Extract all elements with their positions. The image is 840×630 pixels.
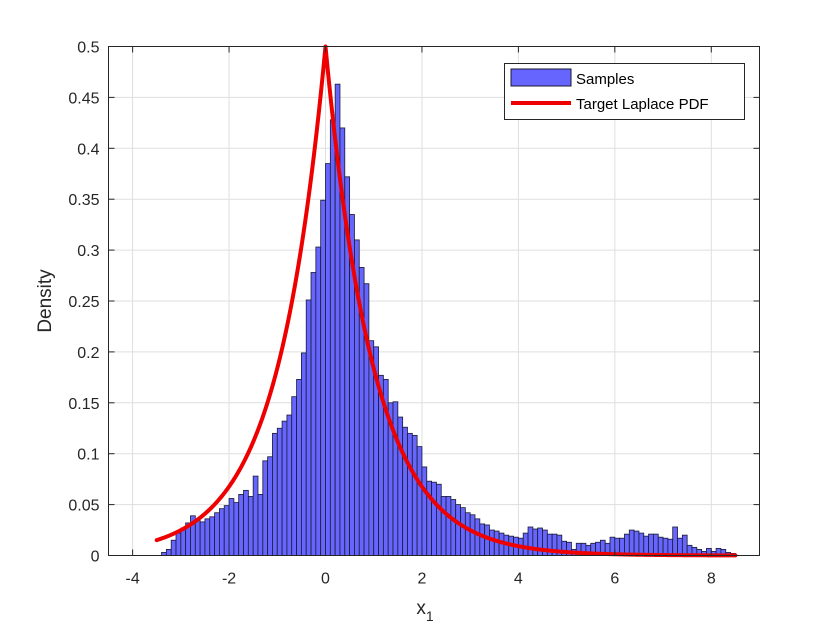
- histogram-bar: [243, 489, 249, 556]
- histogram-bar: [455, 504, 461, 556]
- histogram-bar: [464, 512, 471, 556]
- histogram-bar: [310, 272, 317, 556]
- y-tick-label: 0.05: [68, 498, 99, 515]
- y-tick-label: 0.35: [68, 192, 99, 209]
- y-tick-label: 0.4: [77, 141, 99, 158]
- histogram-bar: [624, 533, 630, 556]
- histogram-bar: [677, 537, 683, 556]
- x-tick-label: 8: [707, 571, 716, 588]
- histogram-bar: [628, 529, 635, 556]
- histogram-bar: [411, 434, 418, 556]
- histogram-bar: [402, 426, 408, 556]
- legend-pdf-label: Target Laplace PDF: [576, 96, 709, 113]
- legend-samples-label: Samples: [576, 71, 634, 88]
- histogram-bar: [272, 432, 278, 556]
- histogram-bar: [667, 538, 674, 556]
- x-tick-labels: -4 -2 0 2 4 6 8: [125, 571, 715, 588]
- x-tick-label: 6: [610, 571, 619, 588]
- histogram-bar: [643, 535, 649, 556]
- legend: Samples Target Laplace PDF: [504, 63, 745, 120]
- axis-ticks: [108, 46, 760, 556]
- x-tick-label: -2: [222, 571, 236, 588]
- histogram-bar: [257, 494, 264, 556]
- histogram-bar: [219, 508, 225, 556]
- histogram-bar: [436, 483, 442, 556]
- x-tick-label: -4: [125, 571, 139, 588]
- histogram-bar: [416, 446, 423, 556]
- histogram-bar: [281, 420, 288, 556]
- histogram-bar: [305, 299, 312, 556]
- histogram-bar: [407, 432, 413, 556]
- histogram-bar: [204, 518, 211, 556]
- histogram-bar: [474, 518, 481, 556]
- histogram-bar: [223, 505, 230, 556]
- x-tick-label: 0: [321, 571, 330, 588]
- histogram-bar: [440, 496, 447, 556]
- histogram-bar: [469, 514, 476, 556]
- x-tick-label: 4: [514, 571, 523, 588]
- histogram-bar: [479, 523, 486, 556]
- y-tick-label: 0.5: [77, 40, 99, 57]
- histogram-bar: [180, 527, 187, 556]
- x-axis-label: x1: [416, 598, 434, 624]
- histogram-bar: [527, 526, 534, 556]
- x-axis-label-base: x: [416, 598, 426, 619]
- histogram-bar: [392, 401, 399, 556]
- histogram-bar: [662, 537, 669, 556]
- histogram-bar: [170, 539, 177, 556]
- histogram-bar: [252, 475, 259, 556]
- y-tick-label: 0.1: [77, 447, 99, 464]
- legend-samples-swatch: [510, 68, 572, 87]
- histogram-bar: [233, 502, 240, 556]
- histogram-bar: [460, 507, 466, 556]
- histogram-bar: [431, 481, 437, 556]
- histogram-bar: [329, 119, 336, 556]
- histogram-bar: [648, 533, 654, 556]
- histogram-bar: [522, 532, 529, 556]
- x-axis-label-subscript: 1: [426, 608, 434, 624]
- histogram-bar: [276, 427, 283, 556]
- y-tick-label: 0.2: [77, 345, 99, 362]
- histogram-bar: [238, 494, 244, 556]
- histogram-bar: [489, 529, 495, 556]
- histogram-bar: [450, 499, 457, 556]
- histogram-bar: [296, 378, 302, 556]
- laplace-pdf-curve: [154, 44, 738, 558]
- y-tick-label: 0.3: [77, 243, 99, 260]
- y-tick-label: 0.25: [68, 294, 99, 311]
- histogram-bar: [681, 534, 688, 556]
- x-tick-label: 2: [417, 571, 426, 588]
- histogram-bar: [214, 512, 220, 556]
- histogram-bar: [320, 199, 326, 556]
- histogram-bar: [325, 163, 331, 556]
- y-tick-labels: 0 0.05 0.1 0.15 0.2 0.25 0.3 0.35 0.4 0.45 0.5: [68, 40, 99, 566]
- histogram-bar: [247, 496, 254, 556]
- histogram-bar: [532, 528, 539, 556]
- histogram-bar: [262, 460, 269, 556]
- histogram-bar: [286, 414, 293, 556]
- histogram-bar: [165, 548, 172, 556]
- y-tick-label: 0.45: [68, 90, 99, 107]
- histogram-bar: [315, 246, 322, 556]
- histogram-bar: [291, 396, 297, 556]
- histogram-bar: [421, 466, 428, 556]
- histogram-bar: [633, 530, 640, 556]
- histogram-bar: [228, 498, 235, 556]
- histogram-bar: [199, 521, 206, 556]
- histogram-bar: [397, 416, 404, 556]
- histogram-bar: [209, 516, 215, 556]
- y-axis-label: Density: [35, 269, 56, 333]
- y-tick-label: 0: [91, 549, 100, 566]
- histogram-bar: [445, 496, 452, 556]
- histogram-bar: [672, 526, 678, 556]
- y-tick-label: 0.15: [68, 396, 99, 413]
- histogram-bar: [657, 536, 664, 556]
- histogram-bar: [300, 352, 307, 556]
- histogram-bar: [175, 532, 182, 556]
- histogram-bar: [653, 533, 659, 556]
- histogram-bar: [638, 532, 645, 556]
- histogram-bar: [267, 456, 273, 556]
- histogram-bar: [194, 519, 201, 556]
